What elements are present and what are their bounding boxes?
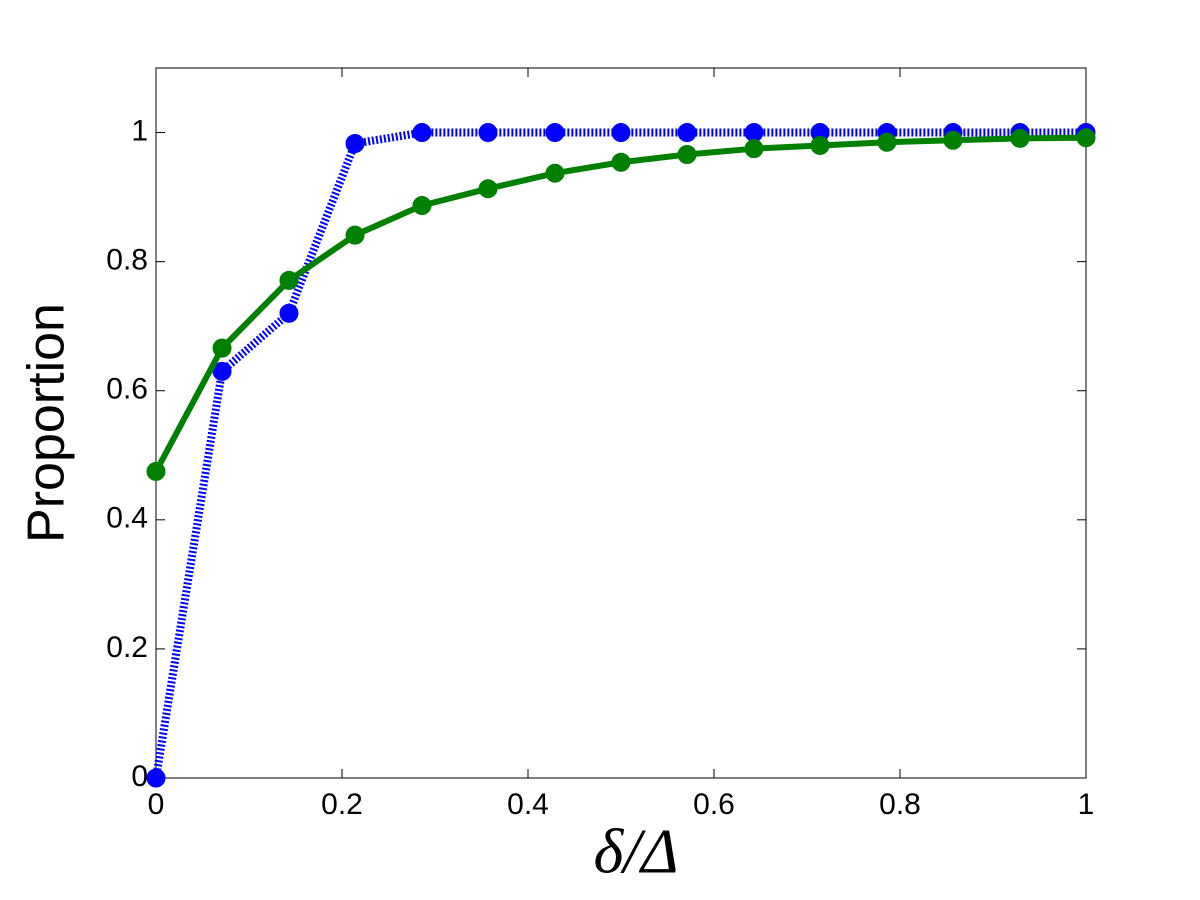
point xyxy=(810,135,830,155)
point xyxy=(677,123,697,143)
point xyxy=(478,123,498,143)
x-tick-label: 0 xyxy=(148,788,165,821)
point xyxy=(677,144,697,164)
y-tick-label: 0.6 xyxy=(106,373,148,406)
point xyxy=(877,132,897,152)
point xyxy=(412,123,432,143)
x-tick-label: 0.6 xyxy=(693,788,735,821)
x-tick-label: 1 xyxy=(1078,788,1095,821)
x-tick-label: 0.2 xyxy=(321,788,363,821)
point xyxy=(744,123,764,143)
point xyxy=(611,123,631,143)
point xyxy=(412,195,432,215)
x-axis-label: δ/Δ xyxy=(593,816,678,887)
y-tick-label: 0 xyxy=(131,760,148,793)
x-tick-label: 0.4 xyxy=(507,788,549,821)
point xyxy=(943,130,963,150)
point xyxy=(212,338,232,358)
point xyxy=(345,225,365,245)
y-tick-label: 1 xyxy=(131,114,148,147)
point xyxy=(146,768,166,788)
point xyxy=(478,179,498,199)
y-tick-label: 0.8 xyxy=(106,244,148,277)
point xyxy=(545,163,565,183)
point xyxy=(744,139,764,159)
y-tick-label: 0.2 xyxy=(106,631,148,664)
plot-frame xyxy=(155,67,1087,779)
x-tick-label: 0.8 xyxy=(879,788,921,821)
point xyxy=(1076,128,1096,148)
point xyxy=(279,270,299,290)
y-axis-label: Proportion xyxy=(18,303,76,543)
point xyxy=(1010,128,1030,148)
y-tick-label: 0.4 xyxy=(106,502,148,535)
point xyxy=(611,152,631,172)
point xyxy=(279,303,299,323)
point xyxy=(146,461,166,481)
point xyxy=(545,123,565,143)
point xyxy=(345,134,365,154)
point xyxy=(212,361,232,381)
